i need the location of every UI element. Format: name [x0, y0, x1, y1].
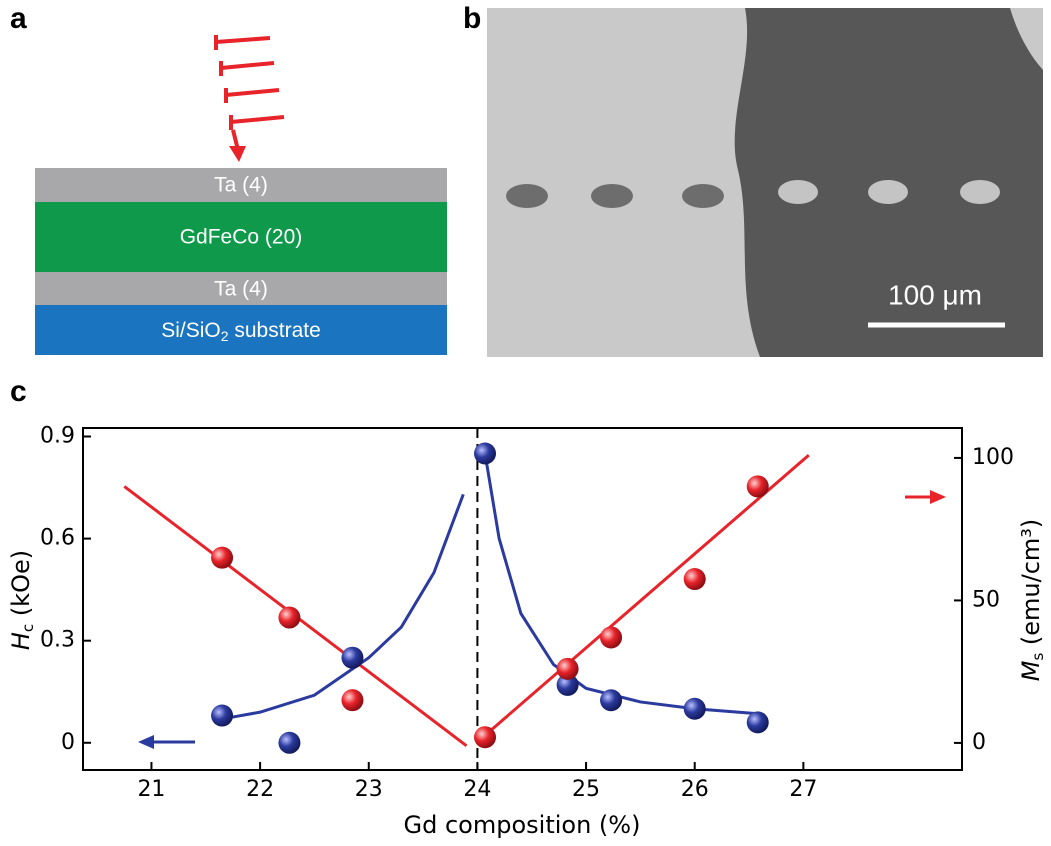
data-point: [746, 475, 769, 498]
axis-arrows: [138, 490, 946, 749]
layer-label: Si/SiO2 substrate: [161, 319, 321, 344]
x-tick-label: 25: [572, 777, 600, 802]
data-point: [278, 731, 301, 754]
y2-tick-label: 0: [972, 730, 986, 755]
data-point: [683, 697, 706, 720]
data-point: [683, 568, 706, 591]
x-tick-label: 23: [355, 777, 383, 802]
data-point: [474, 726, 497, 749]
layer: [35, 305, 447, 355]
y-tick-label: 0.6: [40, 526, 75, 551]
layer-label: Ta (4): [214, 174, 268, 197]
data-point: [341, 689, 364, 712]
panel-label: a: [10, 2, 27, 35]
panel-label: b: [463, 2, 481, 35]
data-point: [211, 546, 234, 569]
data-point: [474, 442, 497, 465]
data-point: [341, 646, 364, 669]
panel-label: c: [10, 375, 27, 408]
layer: [35, 168, 447, 202]
y-tick-label: 0.3: [40, 628, 75, 653]
x-tick-label: 22: [246, 777, 274, 802]
layer: [35, 272, 447, 305]
data-point: [600, 689, 623, 712]
layer-label: Ta (4): [214, 278, 268, 301]
micrograph: [487, 8, 1043, 357]
y-tick-label: 0: [61, 730, 75, 755]
x-tick-label: 27: [789, 777, 817, 802]
x-tick-label: 21: [137, 777, 165, 802]
fit-line: [481, 453, 810, 739]
x-tick-label: 24: [463, 777, 491, 802]
x-axis-label: Gd composition (%): [404, 811, 641, 839]
x-tick-label: 26: [681, 777, 709, 802]
layer-label: GdFeCo (20): [180, 226, 303, 249]
laser-pulses: [214, 35, 285, 162]
data-point: [278, 606, 301, 629]
data-point: [600, 626, 623, 649]
layer: [35, 202, 447, 272]
data-point: [556, 673, 579, 696]
data-point: [211, 704, 234, 727]
plot-frame: [82, 427, 963, 771]
y-axis-label: Hc (kOe): [7, 550, 37, 650]
data-point: [746, 711, 769, 734]
y2-tick-label: 100: [972, 445, 1014, 470]
scale-bar-label: 100 μm: [888, 279, 982, 310]
data-point: [556, 657, 579, 680]
y2-tick-label: 50: [972, 587, 1000, 612]
y-tick-label: 0.9: [40, 424, 75, 449]
y2-axis-label: Ms (emu/cm³): [1017, 519, 1047, 682]
fit-line: [483, 453, 761, 716]
fit-line: [221, 493, 465, 721]
